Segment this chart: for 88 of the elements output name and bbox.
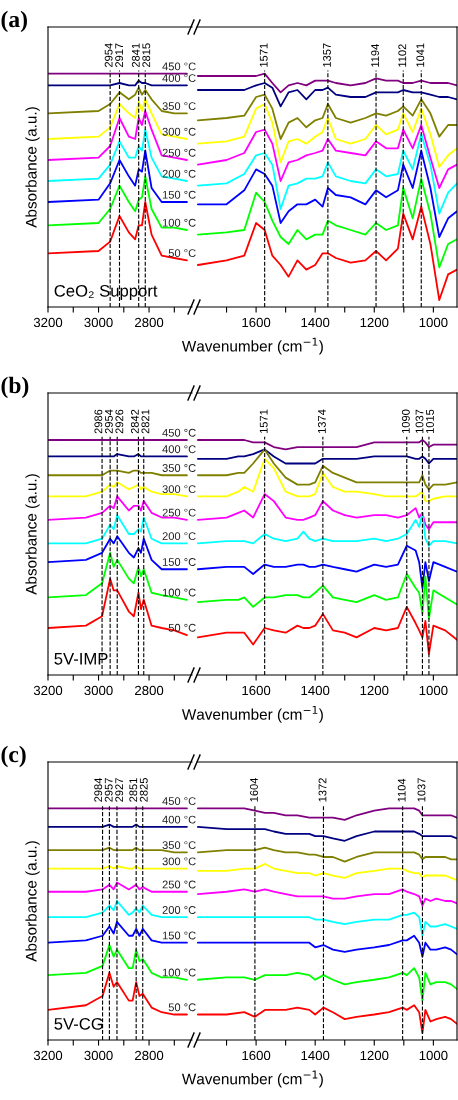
series-label: 150 °C — [162, 190, 196, 199]
x-tick-label: 1400 — [301, 317, 330, 328]
series-label: 250 °C — [162, 880, 196, 889]
ref-line-label: 1571 — [259, 409, 268, 434]
series-label: 50 °C — [168, 623, 196, 632]
series-label: 300 °C — [162, 127, 196, 136]
series-label: 200 °C — [162, 169, 196, 178]
x-tick-label: 1600 — [242, 1050, 271, 1061]
annotation: 5V-CG — [54, 1017, 103, 1030]
y-axis-title: Absorbance (a.u.) — [25, 841, 40, 962]
ref-line-label: 1037 — [417, 778, 426, 802]
ref-line-label: 1037 — [415, 409, 424, 434]
ref-line-label: 2815 — [142, 43, 151, 68]
ref-line-label: 2825 — [139, 778, 148, 802]
x-tick-label: 1600 — [242, 317, 271, 328]
series-label: 150 °C — [162, 558, 196, 566]
series-label: 100 °C — [162, 968, 196, 977]
x-tick-label: 3200 — [33, 1050, 63, 1061]
series-label: 350 °C — [162, 464, 196, 472]
ref-line-label: 1041 — [416, 43, 425, 67]
series-label: 400 °C — [162, 445, 196, 454]
y-axis-title: Absorbance (a.u.) — [25, 474, 40, 595]
ref-line-label: 2957 — [104, 778, 113, 802]
series-label: 300 °C — [162, 485, 196, 494]
x-tick-label: 3000 — [84, 685, 113, 696]
ref-line-label: 2841 — [131, 43, 140, 68]
series-label: 350 °C — [162, 841, 196, 850]
x-tick-label: 2800 — [135, 685, 164, 696]
x-tick-label: 1600 — [242, 685, 271, 696]
x-tick-label: 1400 — [301, 685, 330, 696]
ref-line-label: 1104 — [397, 778, 406, 802]
x-tick-label: 3200 — [33, 317, 63, 328]
x-axis-title: Wavenumber (cm$^{−1}$) — [181, 337, 323, 355]
series-label: 250 °C — [162, 148, 196, 157]
ref-line-label: 1604 — [250, 777, 258, 802]
x-tick-label: 3000 — [84, 317, 113, 328]
series-label: 150 °C — [162, 931, 196, 940]
x-tick-label: 3200 — [33, 685, 63, 696]
x-tick-label: 3000 — [84, 1050, 113, 1061]
x-tick-label: 1400 — [301, 1050, 330, 1061]
x-tick-label: 1000 — [419, 1050, 448, 1061]
x-tick-label: 2800 — [135, 317, 164, 328]
x-tick-label: 2800 — [135, 1050, 164, 1061]
ref-line-label: 2986 — [94, 409, 103, 434]
series-label: 50 °C — [168, 249, 196, 258]
series-label: 400 °C — [162, 74, 196, 83]
chart-title: (a) — [1, 10, 27, 33]
ref-line-label: 2821 — [141, 409, 150, 434]
ref-line-label: 1194 — [371, 44, 380, 67]
x-tick-label: 1200 — [360, 1050, 389, 1061]
y-axis-title: Absorbance (a.u.) — [25, 107, 40, 228]
ref-line-label: 1372 — [318, 778, 327, 802]
series-label: 200 °C — [162, 906, 196, 914]
series-label: 350 °C — [162, 102, 196, 111]
series-label: 450 °C — [162, 428, 196, 437]
ref-line-label: 2917 — [115, 43, 124, 68]
series-label: 300 °C — [162, 857, 196, 866]
series-label: 100 °C — [162, 218, 196, 227]
series-label: 200 °C — [162, 532, 196, 541]
ref-line-label: 2954 — [104, 43, 113, 68]
ref-line-label: 2842 — [130, 409, 139, 434]
x-axis-title: Wavenumber (cm$^{−1}$) — [181, 706, 323, 723]
ref-line-label: 2984 — [94, 777, 103, 802]
ref-line-label: 1102 — [398, 44, 407, 67]
x-axis-title: Wavenumber (cm$^{−1}$) — [181, 1070, 323, 1088]
series-label: 450 °C — [162, 62, 196, 71]
ref-line-label: 2927 — [115, 778, 124, 802]
x-tick-label: 1000 — [419, 685, 448, 696]
x-tick-label: 1000 — [419, 317, 448, 328]
ref-line-label: 1571 — [259, 43, 268, 67]
series-label: 400 °C — [162, 815, 196, 824]
ref-line-label: 2926 — [115, 409, 124, 434]
ref-line-label: 1374 — [317, 409, 326, 434]
series-label: 450 °C — [162, 797, 196, 806]
annotation: CeO₂ Support — [54, 284, 158, 300]
ref-line-label: 1357 — [323, 43, 331, 67]
x-tick-label: 1200 — [360, 317, 389, 328]
ref-line-label: 1090 — [401, 409, 410, 434]
series-label: 50 °C — [168, 1003, 196, 1012]
ref-line-label: 2851 — [129, 778, 138, 802]
series-label: 250 °C — [162, 508, 196, 517]
ref-line-label: 1015 — [426, 409, 434, 434]
chart-title: (c) — [1, 745, 26, 768]
chart-title: (b) — [1, 376, 29, 399]
ref-line-label: 2954 — [104, 409, 113, 434]
x-tick-label: 1200 — [360, 685, 389, 696]
annotation: 5V-IMP — [54, 653, 108, 665]
series-label: 100 °C — [162, 588, 196, 597]
